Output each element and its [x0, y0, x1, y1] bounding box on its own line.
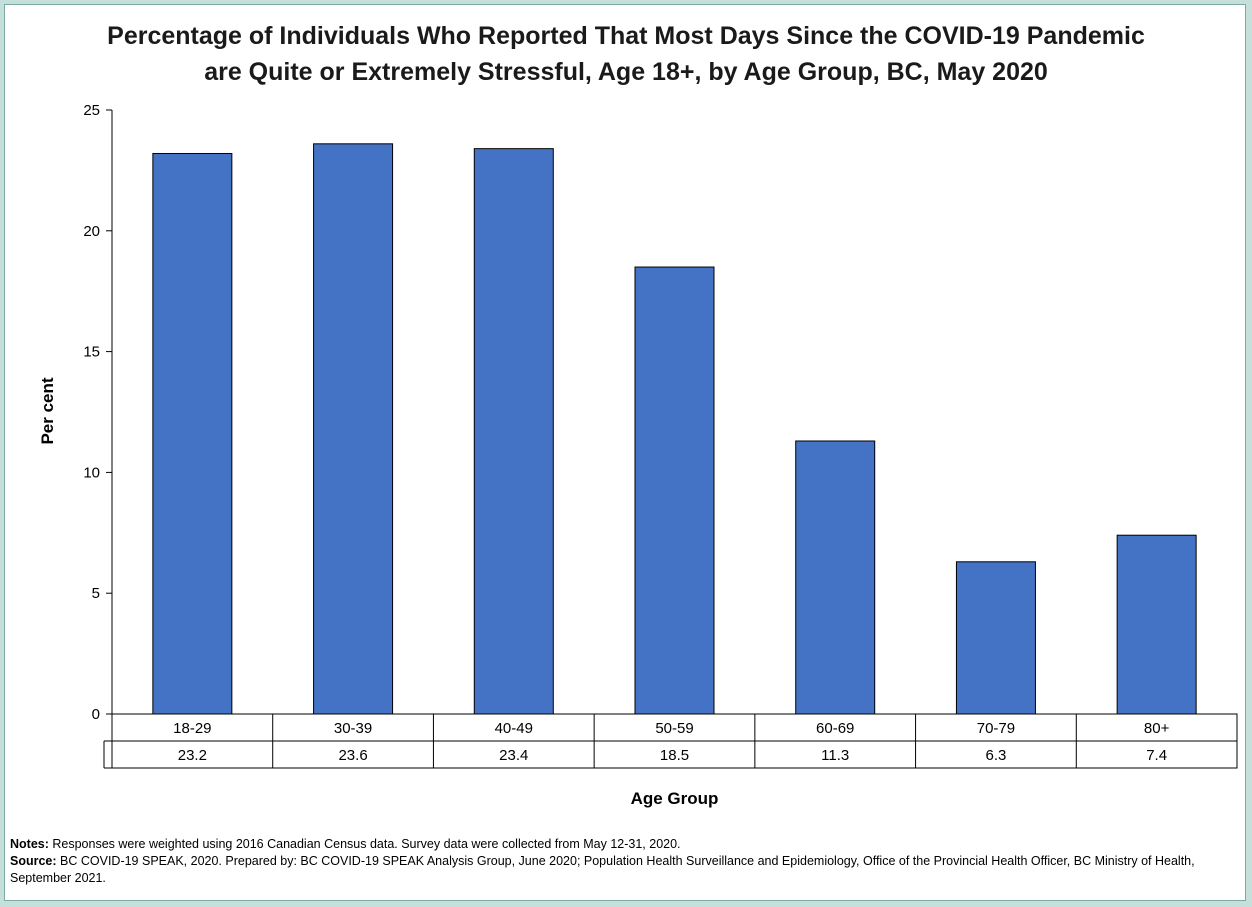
x-tick-label-50-59: 50-59	[655, 720, 693, 737]
bar-40-49	[473, 148, 554, 715]
notes-block: Notes: Responses were weighted using 201…	[10, 836, 1235, 887]
notes-text: Responses were weighted using 2016 Canad…	[48, 837, 681, 851]
data-label-50-59: 18.5	[660, 747, 689, 764]
source-label: Source:	[10, 854, 57, 868]
y-axis-label: Per cent	[38, 377, 57, 445]
data-label-80+: 7.4	[1146, 747, 1167, 764]
x-tick-label-18-29: 18-29	[173, 720, 211, 737]
source-line: Source: BC COVID-19 SPEAK, 2020. Prepare…	[10, 853, 1235, 887]
y-tick-label-0: 0	[92, 706, 100, 723]
data-label-30-39: 23.6	[338, 747, 367, 764]
source-text: BC COVID-19 SPEAK, 2020. Prepared by: BC…	[10, 854, 1195, 885]
data-label-40-49: 23.4	[499, 747, 528, 764]
bar-60-69	[795, 440, 876, 715]
notes-label: Notes:	[10, 837, 49, 851]
y-tick-label-2: 10	[83, 464, 100, 481]
y-tick-label-3: 15	[83, 344, 100, 361]
y-tick-label-1: 5	[92, 585, 100, 602]
bar-30-39	[313, 143, 394, 715]
bar-80+	[1116, 534, 1197, 715]
x-tick-label-40-49: 40-49	[495, 720, 533, 737]
x-axis-label: Age Group	[630, 789, 719, 808]
data-label-18-29: 23.2	[178, 747, 207, 764]
x-tick-label-70-79: 70-79	[977, 720, 1015, 737]
bar-70-79	[955, 561, 1036, 715]
bar-50-59	[634, 266, 715, 715]
notes-line: Notes: Responses were weighted using 201…	[10, 836, 1235, 853]
data-label-70-79: 6.3	[985, 747, 1006, 764]
x-tick-label-60-69: 60-69	[816, 720, 854, 737]
chart-title-line-2: are Quite or Extremely Stressful, Age 18…	[204, 58, 1048, 86]
x-tick-label-30-39: 30-39	[334, 720, 372, 737]
chart-title-line-1: Percentage of Individuals Who Reported T…	[107, 22, 1145, 50]
data-label-60-69: 11.3	[821, 747, 849, 764]
bar-18-29	[152, 152, 233, 715]
y-tick-label-4: 20	[83, 223, 100, 240]
x-tick-label-80+: 80+	[1144, 720, 1170, 737]
y-tick-label-5: 25	[83, 102, 100, 119]
